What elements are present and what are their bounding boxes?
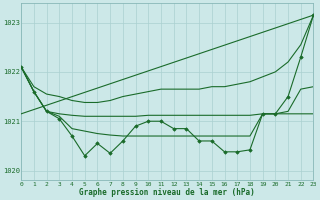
X-axis label: Graphe pression niveau de la mer (hPa): Graphe pression niveau de la mer (hPa) bbox=[79, 188, 255, 197]
